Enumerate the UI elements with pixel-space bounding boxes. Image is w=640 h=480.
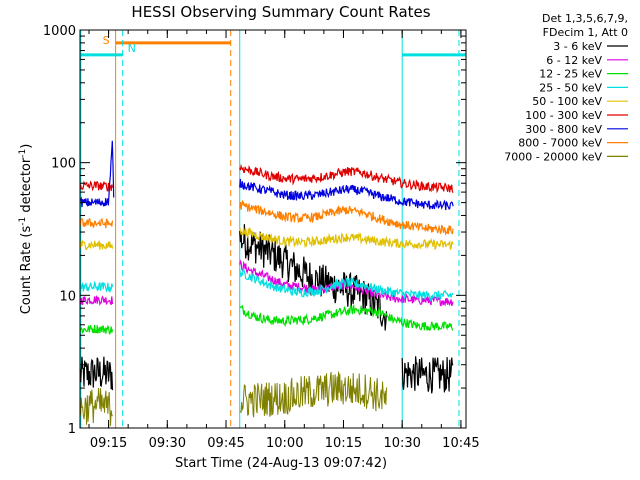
legend-header-line: Det 1,3,5,6,7,9,	[542, 12, 628, 25]
y-axis-label: Count Rate (s-1 detector-1)	[18, 144, 34, 315]
series-line	[401, 356, 454, 394]
series-line	[239, 163, 454, 194]
legend-label: 7000 - 20000 keV	[504, 150, 602, 163]
series-line	[79, 356, 114, 391]
series-line	[79, 239, 114, 251]
series-line	[79, 295, 114, 306]
x-tick-label: 10:15	[325, 436, 362, 451]
x-tick-label: 10:00	[266, 436, 303, 451]
series-line	[79, 180, 114, 192]
x-tick-label: 09:45	[207, 436, 244, 451]
plot-frame	[79, 29, 467, 429]
x-tick-label: 09:30	[149, 436, 186, 451]
legend-label: 3 - 6 keV	[553, 40, 602, 53]
y-tick-label: 1	[68, 422, 76, 437]
legend-label: 300 - 800 keV	[525, 123, 602, 136]
legend-label: 800 - 7000 keV	[518, 137, 602, 150]
series-line	[239, 303, 454, 332]
x-tick-label: 10:45	[442, 436, 479, 451]
legend-label: 6 - 12 keV	[546, 54, 602, 67]
series-line	[79, 217, 114, 229]
legend-label: 50 - 100 keV	[532, 95, 602, 108]
legend-header-line: FDecim 1, Att 0	[543, 26, 628, 39]
legend: Det 1,3,5,6,7,9, FDecim 1, Att 0 3 - 6 k…	[504, 12, 628, 163]
y-tick-label: 10	[59, 289, 76, 304]
chart-title: HESSI Observing Summary Count Rates	[131, 3, 430, 21]
legend-label: 100 - 300 keV	[525, 109, 602, 122]
x-axis-label: Start Time (24-Aug-13 09:07:42)	[175, 456, 387, 471]
series-line	[79, 387, 113, 426]
night-label: N	[128, 42, 136, 55]
series-line	[79, 324, 114, 336]
series-line	[79, 140, 115, 208]
series-line	[239, 371, 387, 418]
x-axis: 09:15 09:30 09:45 10:00 10:15 10:30 10:45	[88, 30, 480, 451]
saa-label: S	[103, 34, 110, 47]
legend-label: 12 - 25 keV	[539, 68, 602, 81]
series-line	[239, 226, 454, 251]
y-tick-label: 1000	[43, 24, 76, 39]
y-tick-label: 100	[51, 157, 76, 172]
series-line	[79, 280, 114, 294]
legend-label: 25 - 50 keV	[539, 81, 602, 94]
series-line	[239, 199, 454, 236]
y-axis: 1 10 100 1000	[43, 24, 466, 437]
series-line	[239, 268, 454, 302]
series-line	[239, 178, 454, 211]
x-tick-label: 10:30	[383, 436, 420, 451]
x-tick-label: 09:15	[90, 436, 127, 451]
